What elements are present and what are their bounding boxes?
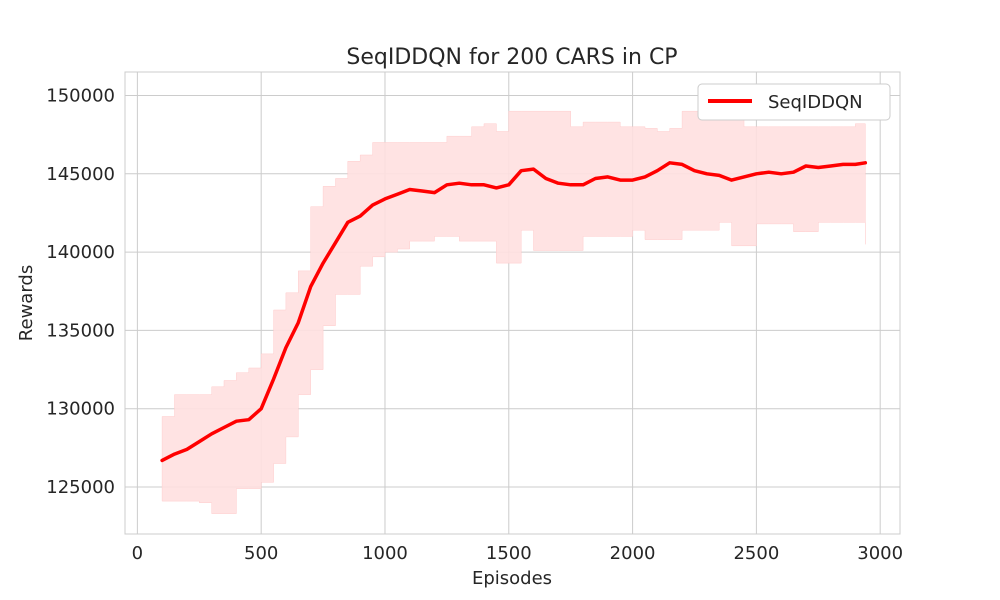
x-tick-label: 0 — [132, 543, 143, 564]
x-axis-label: Episodes — [472, 568, 552, 589]
series-line-seqiddqn — [160, 161, 868, 463]
y-tick-label: 130000 — [46, 399, 115, 420]
x-tick-labels: 0 500 1000 1500 2000 2500 3000 — [132, 543, 903, 564]
y-tick-label: 145000 — [46, 164, 115, 185]
series-lines — [160, 161, 868, 463]
legend-box — [697, 83, 891, 121]
plot-frame — [124, 71, 901, 535]
y-tick-label: 140000 — [46, 242, 115, 263]
x-tick-label: 3000 — [857, 543, 903, 564]
x-tick-label: 1000 — [362, 543, 408, 564]
y-tick-labels: 125000 130000 135000 140000 145000 150000 — [46, 85, 115, 498]
x-tick-label: 1500 — [486, 543, 532, 564]
legend: SeqIDDQN — [697, 83, 891, 121]
y-tick-label: 135000 — [46, 320, 115, 341]
x-tick-label: 2000 — [610, 543, 656, 564]
x-tick-label: 500 — [244, 543, 278, 564]
x-tick-label: 2500 — [733, 543, 779, 564]
legend-entry-seqiddqn: SeqIDDQN — [768, 92, 863, 113]
band-area — [161, 110, 866, 514]
chart-title: SeqIDDQN for 200 CARS in CP — [346, 45, 677, 70]
y-tick-label: 150000 — [46, 85, 115, 106]
y-tick-label: 125000 — [46, 477, 115, 498]
y-axis-label: Rewards — [16, 265, 37, 341]
confidence-band — [161, 110, 866, 514]
